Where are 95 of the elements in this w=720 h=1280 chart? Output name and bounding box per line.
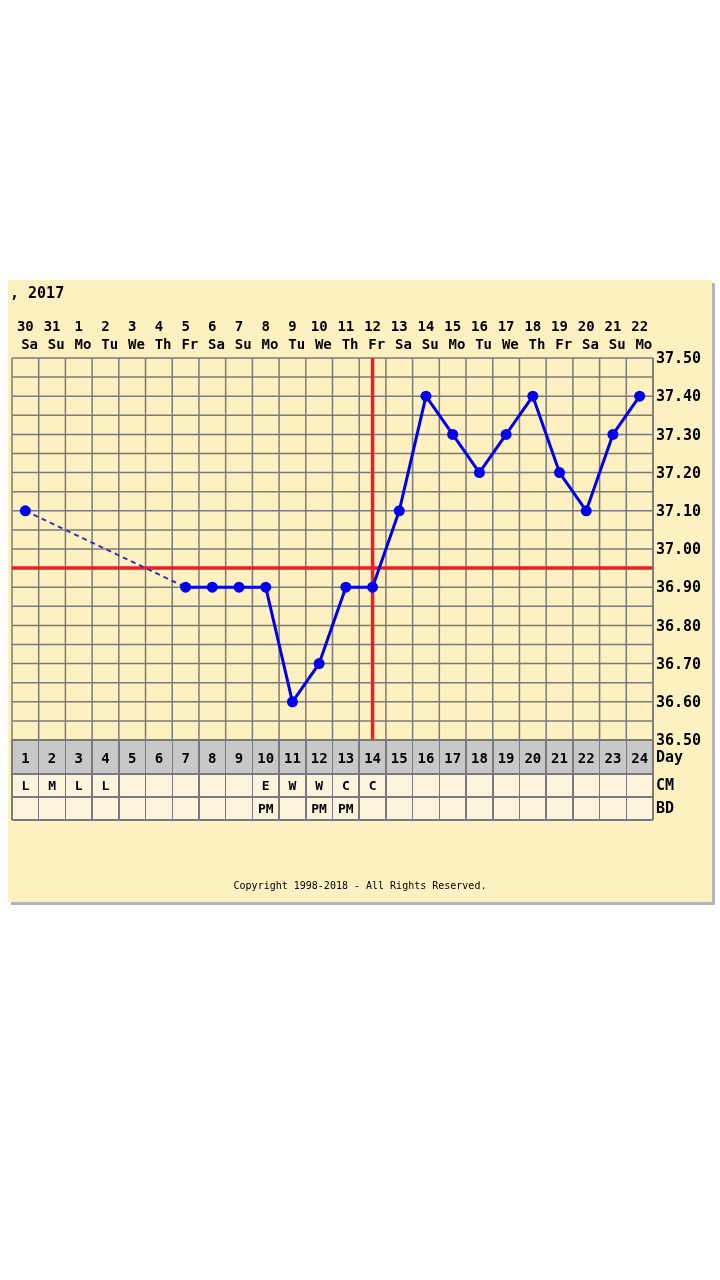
x-tick-label: 8 Mo bbox=[253, 318, 279, 352]
point bbox=[260, 581, 272, 593]
text: L bbox=[74, 778, 83, 793]
x-tick-label: 1 Mo bbox=[66, 318, 92, 352]
x2-tick-label: 21 bbox=[551, 750, 568, 766]
x2-tick-label: 1 bbox=[21, 750, 30, 766]
category-label: BD bbox=[656, 799, 675, 817]
x-tick-label: 30 Sa bbox=[12, 318, 38, 352]
y-tick-label: 37.30 bbox=[656, 425, 702, 444]
point bbox=[286, 696, 298, 708]
x2-tick-label: 3 bbox=[74, 750, 83, 766]
text: PM bbox=[338, 801, 354, 816]
x-tick-label: 18 Th bbox=[520, 318, 546, 352]
x2-axis-title: Day bbox=[656, 748, 684, 766]
y-tick-label: 36.90 bbox=[656, 578, 702, 597]
point bbox=[580, 505, 592, 517]
text: L bbox=[21, 778, 30, 793]
text: W bbox=[315, 778, 324, 793]
x2-tick-label: 8 bbox=[208, 750, 217, 766]
x-tick-label: 2 Tu bbox=[92, 318, 119, 352]
x2-tick-label: 13 bbox=[337, 750, 355, 766]
x-tick-label: 10 We bbox=[306, 318, 332, 352]
y-tick-label: 36.60 bbox=[656, 693, 702, 712]
point bbox=[473, 467, 485, 479]
x-tick-label: 15 Mo bbox=[440, 318, 466, 352]
point bbox=[447, 428, 459, 440]
x-tick-label: 20 Sa bbox=[573, 318, 599, 352]
x2-tick-label: 11 bbox=[284, 750, 301, 766]
x-tick-label: 12 Fr bbox=[359, 318, 386, 352]
y-tick-label: 37.00 bbox=[656, 540, 702, 559]
x2-tick-label: 6 bbox=[154, 750, 164, 766]
x2-tick-label: 15 bbox=[390, 750, 408, 766]
x-tick-label: 14 Su bbox=[413, 318, 439, 352]
text: C bbox=[368, 778, 377, 793]
text: PM bbox=[257, 801, 274, 816]
point bbox=[180, 581, 192, 593]
y-tick-label: 36.80 bbox=[656, 616, 702, 635]
point bbox=[367, 581, 379, 593]
point bbox=[206, 581, 218, 593]
point bbox=[500, 428, 512, 440]
point bbox=[393, 505, 405, 517]
x2-tick-label: 12 bbox=[310, 750, 328, 766]
text: L bbox=[101, 778, 110, 793]
x-tick-label: 5 Fr bbox=[172, 318, 199, 352]
x2-tick-label: 19 bbox=[497, 750, 515, 766]
x2-tick-label: 18 bbox=[470, 750, 488, 766]
x2-tick-label: 20 bbox=[524, 750, 542, 766]
x2-tick-label: 16 bbox=[417, 750, 435, 766]
x2-tick-label: 23 bbox=[604, 750, 622, 766]
point bbox=[19, 505, 31, 517]
x-tick-label: 13 Sa bbox=[386, 318, 412, 352]
x-tick-label: 21 Su bbox=[600, 318, 626, 352]
text: C bbox=[341, 778, 350, 793]
x-tick-label: 22 Mo bbox=[627, 318, 653, 352]
text: PM bbox=[311, 801, 327, 816]
text: M bbox=[48, 778, 56, 793]
x2-tick-label: 4 bbox=[101, 750, 110, 766]
x2-tick-label: 17 bbox=[444, 750, 462, 766]
x-tick-label: 4 Th bbox=[146, 318, 172, 352]
x-tick-label: 16 Tu bbox=[466, 318, 493, 352]
y-tick-label: 36.70 bbox=[656, 654, 702, 673]
y-tick-label: 37.20 bbox=[656, 463, 702, 482]
x2-tick-label: 5 bbox=[127, 750, 137, 766]
x2-tick-label: 9 bbox=[234, 750, 244, 766]
category-label: CM bbox=[656, 776, 675, 794]
point bbox=[527, 390, 539, 402]
point bbox=[313, 658, 325, 670]
x-tick-label: 7 Su bbox=[226, 318, 252, 352]
y-tick-label: 37.50 bbox=[656, 349, 702, 368]
point bbox=[340, 581, 352, 593]
point bbox=[554, 467, 566, 479]
x2-tick-label: 10 bbox=[257, 750, 275, 766]
x-tick-label: 11 Th bbox=[333, 318, 359, 352]
y-tick-label: 36.50 bbox=[656, 731, 702, 750]
x-tick-label: 6 Sa bbox=[199, 318, 225, 352]
text: E bbox=[261, 778, 270, 793]
x-tick-label: 3 We bbox=[119, 318, 145, 352]
x-tick-label: 17 We bbox=[493, 318, 519, 352]
x2-tick-label: 24 bbox=[631, 750, 649, 766]
x-tick-label: 19 Fr bbox=[546, 318, 573, 352]
point bbox=[420, 390, 432, 402]
y-tick-label: 37.40 bbox=[656, 387, 702, 406]
x-tick-label: 31 Su bbox=[39, 318, 65, 352]
x2-tick-label: 7 bbox=[181, 750, 190, 766]
point bbox=[233, 581, 245, 593]
x-tick-label: 9 Tu bbox=[279, 318, 306, 352]
text: W bbox=[288, 778, 297, 793]
x2-tick-label: 14 bbox=[364, 750, 381, 766]
text: Copyright 1998-2018 - All Rights Reserved. bbox=[233, 880, 487, 891]
x2-tick-label: 22 bbox=[577, 750, 595, 766]
point bbox=[607, 428, 619, 440]
chart-title: , 2017 bbox=[10, 284, 65, 302]
point bbox=[634, 390, 646, 402]
x2-tick-label: 2 bbox=[47, 750, 57, 766]
y-tick-label: 37.10 bbox=[656, 502, 702, 521]
